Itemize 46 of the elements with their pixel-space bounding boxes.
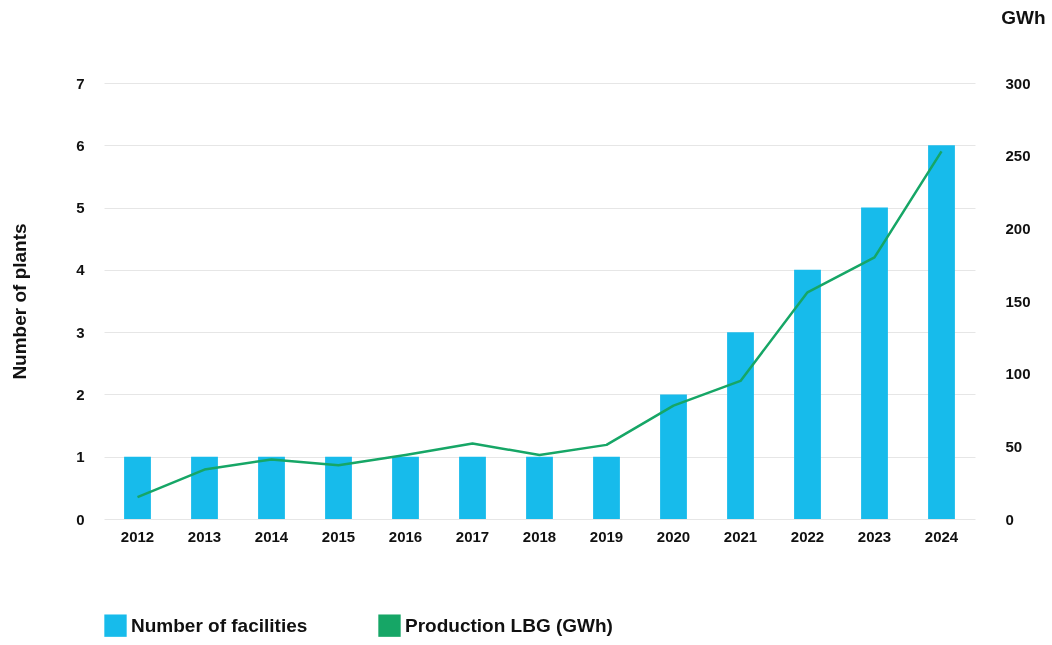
x-tick-label: 2018 [522,527,557,545]
y2-tick-label: 250 [1005,147,1031,165]
bar [794,269,821,519]
line-series [136,150,943,499]
x-tick-label: 2022 [790,527,825,545]
y2-tick-label: 100 [1005,365,1031,383]
x-tick-label: 2021 [723,527,758,545]
bar [258,456,285,519]
y2-tick-label: 300 [1005,74,1031,92]
y-tick-label: 2 [76,385,85,403]
y-tick-label: 7 [76,74,85,92]
y-tick-label: 6 [76,136,85,154]
y2-axis-title: GWh [1001,6,1046,28]
bar [459,456,486,519]
bar [928,145,955,519]
y2-tick-label: 150 [1005,292,1031,310]
bar [325,456,352,519]
y-tick-label: 0 [76,510,85,528]
x-tick-label: 2024 [924,527,959,545]
bar [392,456,419,519]
bar [191,456,218,519]
bar [526,456,553,519]
x-tick-label: 2015 [321,527,356,545]
x-tick-label: 2013 [187,527,222,545]
legend-label: Production LBG (GWh) [405,614,613,636]
y-tick-label: 5 [76,199,85,217]
x-tick-label: 2016 [388,527,423,545]
y2-tick-label: 0 [1005,510,1014,528]
y-axis-title: Number of plants [8,223,30,380]
x-tick-label: 2017 [455,527,490,545]
x-tick-label: 2023 [857,527,892,545]
y2-tick-label: 200 [1005,219,1031,237]
bar [124,456,151,519]
y2-tick-label: 50 [1005,437,1023,455]
x-tick-label: 2020 [656,527,691,545]
bar [593,456,620,519]
y-tick-label: 4 [76,261,86,279]
bar [727,332,754,519]
bar [660,394,687,519]
x-tick-label: 2014 [254,527,289,545]
legend-label: Number of facilities [131,614,308,636]
x-tick-label: 2019 [589,527,624,545]
bar [861,207,888,519]
x-tick-label: 2012 [120,527,155,545]
y-tick-label: 1 [76,448,85,466]
y-tick-label: 3 [76,323,85,341]
